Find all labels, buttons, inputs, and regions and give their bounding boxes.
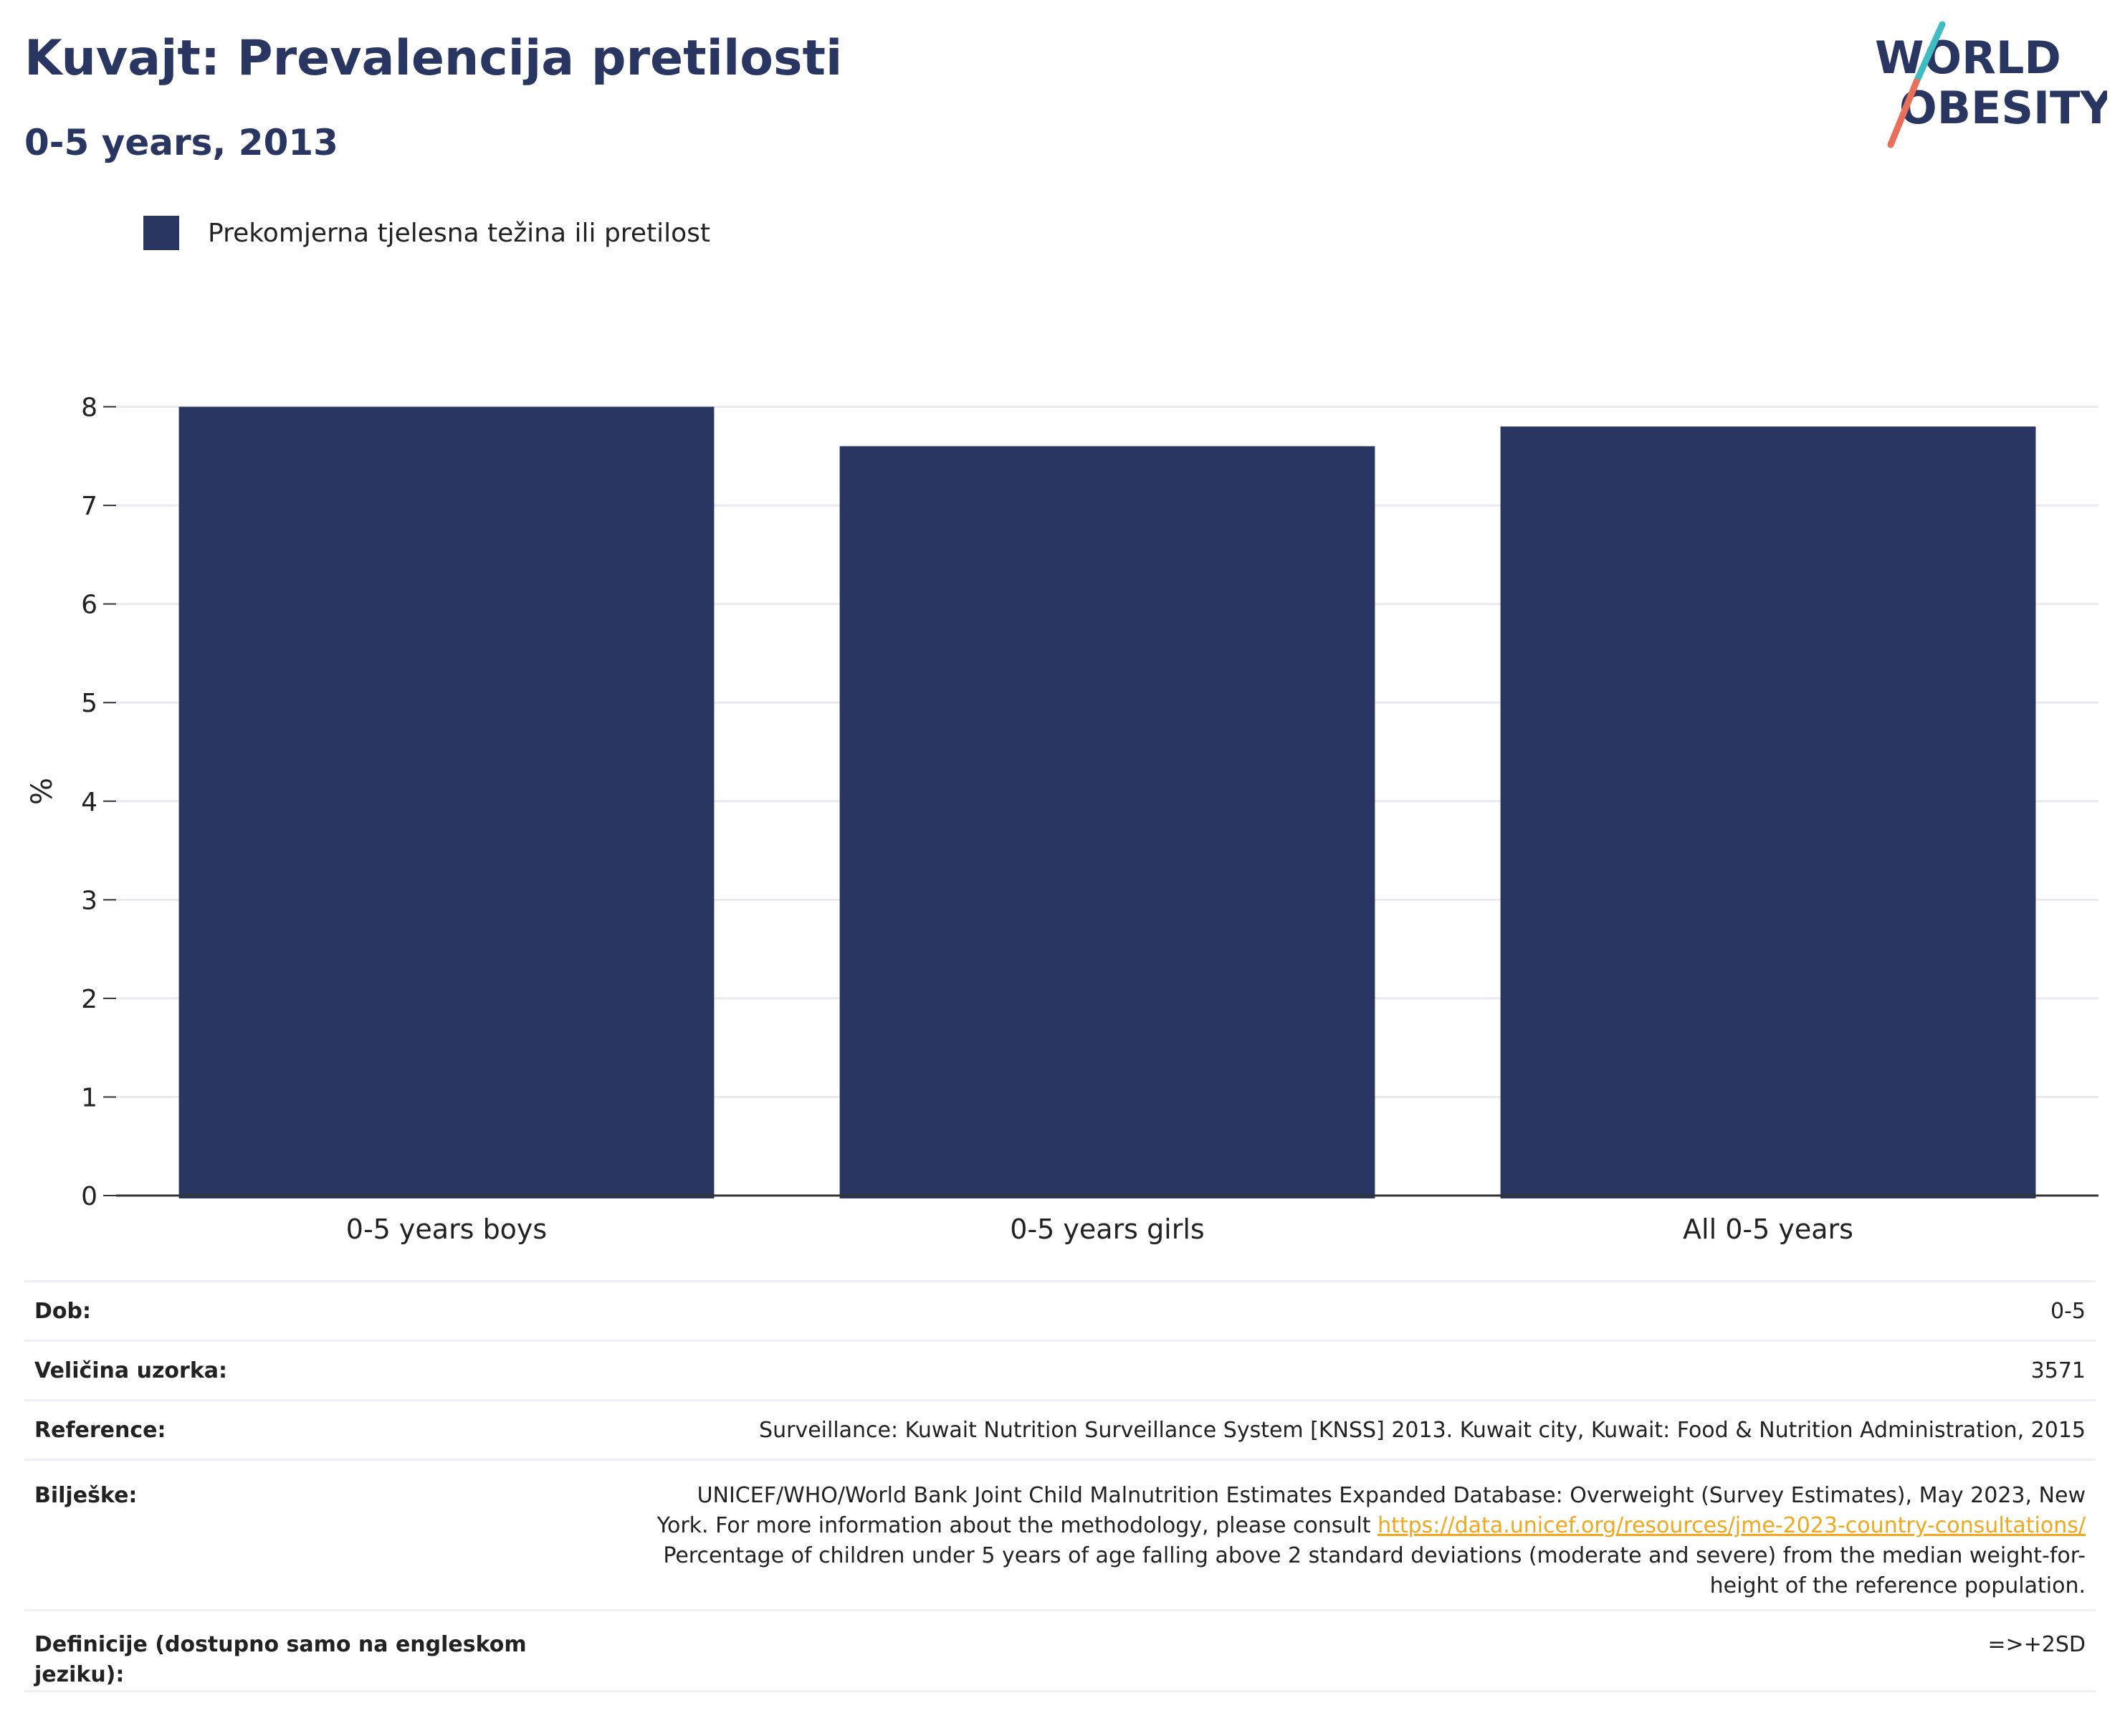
info-table: Dob: 0-5 Veličina uzorka: 3571 Reference…	[24, 1280, 2096, 1692]
y-tick-label: 7	[81, 492, 97, 521]
age-value: 0-5	[2050, 1298, 2086, 1324]
bar	[1500, 426, 2036, 1198]
y-tick-label: 6	[81, 591, 97, 620]
legend-swatch	[143, 216, 179, 250]
info-row-sample: Veličina uzorka: 3571	[24, 1340, 2096, 1399]
bar	[178, 406, 715, 1198]
notes-label: Bilješke:	[34, 1483, 138, 1508]
age-label: Dob:	[34, 1298, 91, 1324]
info-row-notes: Bilješke: UNICEF/WHO/World Bank Joint Ch…	[24, 1459, 2096, 1609]
y-tick-label: 1	[81, 1083, 97, 1112]
x-tick-label: All 0-5 years	[1683, 1213, 1853, 1245]
page-title: Kuvajt: Prevalencija pretilosti	[24, 30, 843, 87]
y-tick-label: 4	[81, 788, 97, 817]
notes-line3: Percentage of children under 5 years of …	[663, 1543, 2086, 1568]
y-tick-label: 3	[81, 886, 97, 915]
reference-value: Surveillance: Kuwait Nutrition Surveilla…	[759, 1417, 2086, 1443]
legend-label: Prekomjerna tjelesna težina ili pretilos…	[208, 218, 710, 248]
info-row-age: Dob: 0-5	[24, 1280, 2096, 1340]
info-row-reference: Reference: Surveillance: Kuwait Nutritio…	[24, 1399, 2096, 1459]
notes-line4: height of the reference population.	[1709, 1573, 2086, 1598]
sample-label: Veličina uzorka:	[34, 1358, 228, 1383]
logo-line1: WORLD	[1875, 32, 2061, 84]
y-tick-label: 0	[81, 1182, 97, 1211]
definitions-label: Definicije (dostupno samo na engleskom j…	[34, 1632, 527, 1687]
notes-line1: UNICEF/WHO/World Bank Joint Child Malnut…	[697, 1483, 2086, 1508]
y-axis-label: %	[26, 778, 59, 805]
definitions-value: =>+2SD	[1987, 1632, 2086, 1657]
page-subtitle: 0-5 years, 2013	[24, 122, 338, 163]
info-row-definitions: Definicije (dostupno samo na engleskom j…	[24, 1609, 2096, 1692]
y-tick-label: 8	[81, 394, 97, 423]
sample-value: 3571	[2030, 1358, 2086, 1383]
bar-chart: 0 1 2 3 4 5 6 7 8 0-5 years boys 0-5 years girls Al…	[26, 394, 2098, 1245]
reference-label: Reference:	[34, 1417, 166, 1443]
bar	[839, 446, 1375, 1198]
chart-legend[interactable]: Prekomjerna tjelesna težina ili pretilos…	[143, 215, 710, 251]
y-tick-label: 5	[81, 689, 97, 718]
notes-line2: York. For more information about the met…	[656, 1513, 1378, 1538]
notes-value: UNICEF/WHO/World Bank Joint Child Malnut…	[657, 1461, 2096, 1601]
x-tick-label: 0-5 years boys	[346, 1213, 547, 1245]
logo-line2: OBESITY	[1899, 82, 2107, 134]
x-tick-label: 0-5 years girls	[1010, 1213, 1204, 1245]
methodology-link[interactable]: https://data.unicef.org/resources/jme-20…	[1377, 1513, 2086, 1538]
y-tick-label: 2	[81, 985, 97, 1014]
world-obesity-logo: WORLD OBESITY	[1875, 22, 2107, 148]
